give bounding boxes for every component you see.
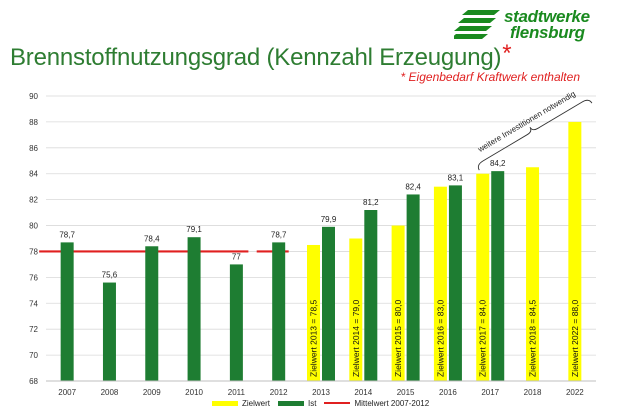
x-tick-label-2022: 2022: [566, 388, 584, 397]
data-label-ist-2010: 79,1: [186, 225, 202, 234]
logo-text-line1: stadtwerke: [504, 7, 590, 26]
data-label-ist-2011: 77: [232, 252, 241, 261]
data-label-ist-2016: 83,1: [448, 173, 464, 182]
y-tick-label-88: 88: [29, 118, 38, 127]
x-tick-label-2015: 2015: [397, 388, 415, 397]
page-subtitle: * Eigenbedarf Kraftwerk enthalten: [400, 70, 580, 84]
x-tick-label-2016: 2016: [439, 388, 457, 397]
x-tick-label-2008: 2008: [101, 388, 119, 397]
bar-zielwert-2013: [307, 244, 320, 381]
x-tick-label-2010: 2010: [185, 388, 203, 397]
data-label-ist-2012: 78,7: [271, 230, 287, 239]
y-tick-label-86: 86: [29, 144, 38, 153]
bar-ist-2007: [60, 242, 74, 381]
bar-label-zielwert-2014: Zielwert 2014 = 79,0: [351, 299, 361, 377]
bar-label-zielwert-2016: Zielwert 2016 = 83,0: [435, 299, 445, 377]
bar-zielwert-2018: [526, 167, 540, 381]
title-asterisk: *: [502, 40, 512, 67]
legend-item-zielwert: Zielwert: [212, 399, 270, 408]
bar-ist-2014: [364, 210, 378, 381]
x-tick-label-2018: 2018: [524, 388, 542, 397]
legend-line-mittelwert: [324, 402, 351, 404]
annotation-brace-path: [477, 99, 593, 171]
logo-text-line2: flensburg: [510, 23, 585, 42]
y-tick-label-68: 68: [29, 377, 38, 386]
y-tick-label-80: 80: [29, 222, 38, 231]
bar-label-zielwert-2017: Zielwert 2017 = 84,0: [478, 299, 488, 377]
legend-label-ist: Ist: [308, 398, 317, 408]
logo-stripes-icon: [454, 10, 500, 39]
x-tick-label-2011: 2011: [228, 388, 246, 397]
bar-ist-2012: [272, 242, 286, 381]
y-tick-label-90: 90: [29, 92, 38, 101]
bar-ist-2017: [491, 171, 505, 381]
bar-zielwert-2022: [568, 121, 582, 381]
bar-ist-2013: [322, 226, 335, 381]
data-label-ist-2008: 75,6: [102, 271, 118, 280]
data-label-ist-2009: 78,4: [144, 234, 160, 243]
legend-label-mittelwert: Mittelwert 2007-2012: [354, 398, 430, 408]
bar-label-zielwert-2022: Zielwert 2022 = 88,0: [570, 299, 580, 377]
y-tick-label-78: 78: [29, 247, 38, 256]
x-tick-label-2017: 2017: [481, 388, 499, 397]
legend-swatch-zielwert: [212, 400, 238, 406]
y-tick-label-84: 84: [29, 170, 38, 179]
x-tick-label-2013: 2013: [312, 388, 330, 397]
legend-item-mittelwert: Mittelwert 2007-2012: [324, 399, 429, 408]
data-label-ist-2015: 82,4: [405, 182, 421, 191]
legend-item-ist: Ist: [278, 399, 316, 408]
y-tick-label-82: 82: [29, 196, 38, 205]
bar-zielwert-2014: [349, 238, 363, 381]
x-tick-label-2007: 2007: [58, 388, 76, 397]
y-tick-label-72: 72: [29, 325, 38, 334]
data-label-ist-2013: 79,9: [321, 215, 337, 224]
company-logo: stadtwerke flensburg: [454, 6, 604, 46]
page-title-text: Brennstoffnutzungsgrad (Kennzahl Erzeugu…: [10, 44, 502, 71]
data-label-ist-2017: 84,2: [490, 159, 506, 168]
legend-swatch-ist: [278, 400, 305, 406]
bar-label-zielwert-2015: Zielwert 2015 = 80,0: [393, 299, 403, 377]
bar-ist-2010: [187, 237, 201, 381]
y-tick-label-76: 76: [29, 273, 38, 282]
y-tick-label-70: 70: [29, 351, 38, 360]
bar-ist-2011: [229, 264, 243, 381]
bar-label-zielwert-2013: Zielwert 2013 = 78,5: [309, 299, 319, 377]
chart-legend: Zielwert Ist Mittelwert 2007-2012: [212, 397, 429, 409]
y-tick-label-74: 74: [29, 299, 38, 308]
data-label-ist-2007: 78,7: [59, 230, 75, 239]
bar-zielwert-2017: [476, 173, 490, 381]
bar-ist-2008: [102, 282, 116, 381]
data-label-ist-2014: 81,2: [363, 198, 379, 207]
x-tick-label-2014: 2014: [354, 388, 372, 397]
legend-label-zielwert: Zielwert: [242, 398, 271, 408]
bar-ist-2016: [448, 185, 462, 381]
bar-zielwert-2015: [391, 225, 405, 381]
bar-zielwert-2016: [433, 186, 447, 381]
page-title: Brennstoffnutzungsgrad (Kennzahl Erzeugu…: [10, 40, 512, 72]
bar-ist-2015: [406, 194, 420, 381]
x-tick-label-2009: 2009: [143, 388, 161, 397]
bar-ist-2009: [145, 246, 159, 381]
bar-label-zielwert-2018: Zielwert 2018 = 84,5: [528, 299, 538, 377]
x-tick-label-2012: 2012: [270, 388, 288, 397]
